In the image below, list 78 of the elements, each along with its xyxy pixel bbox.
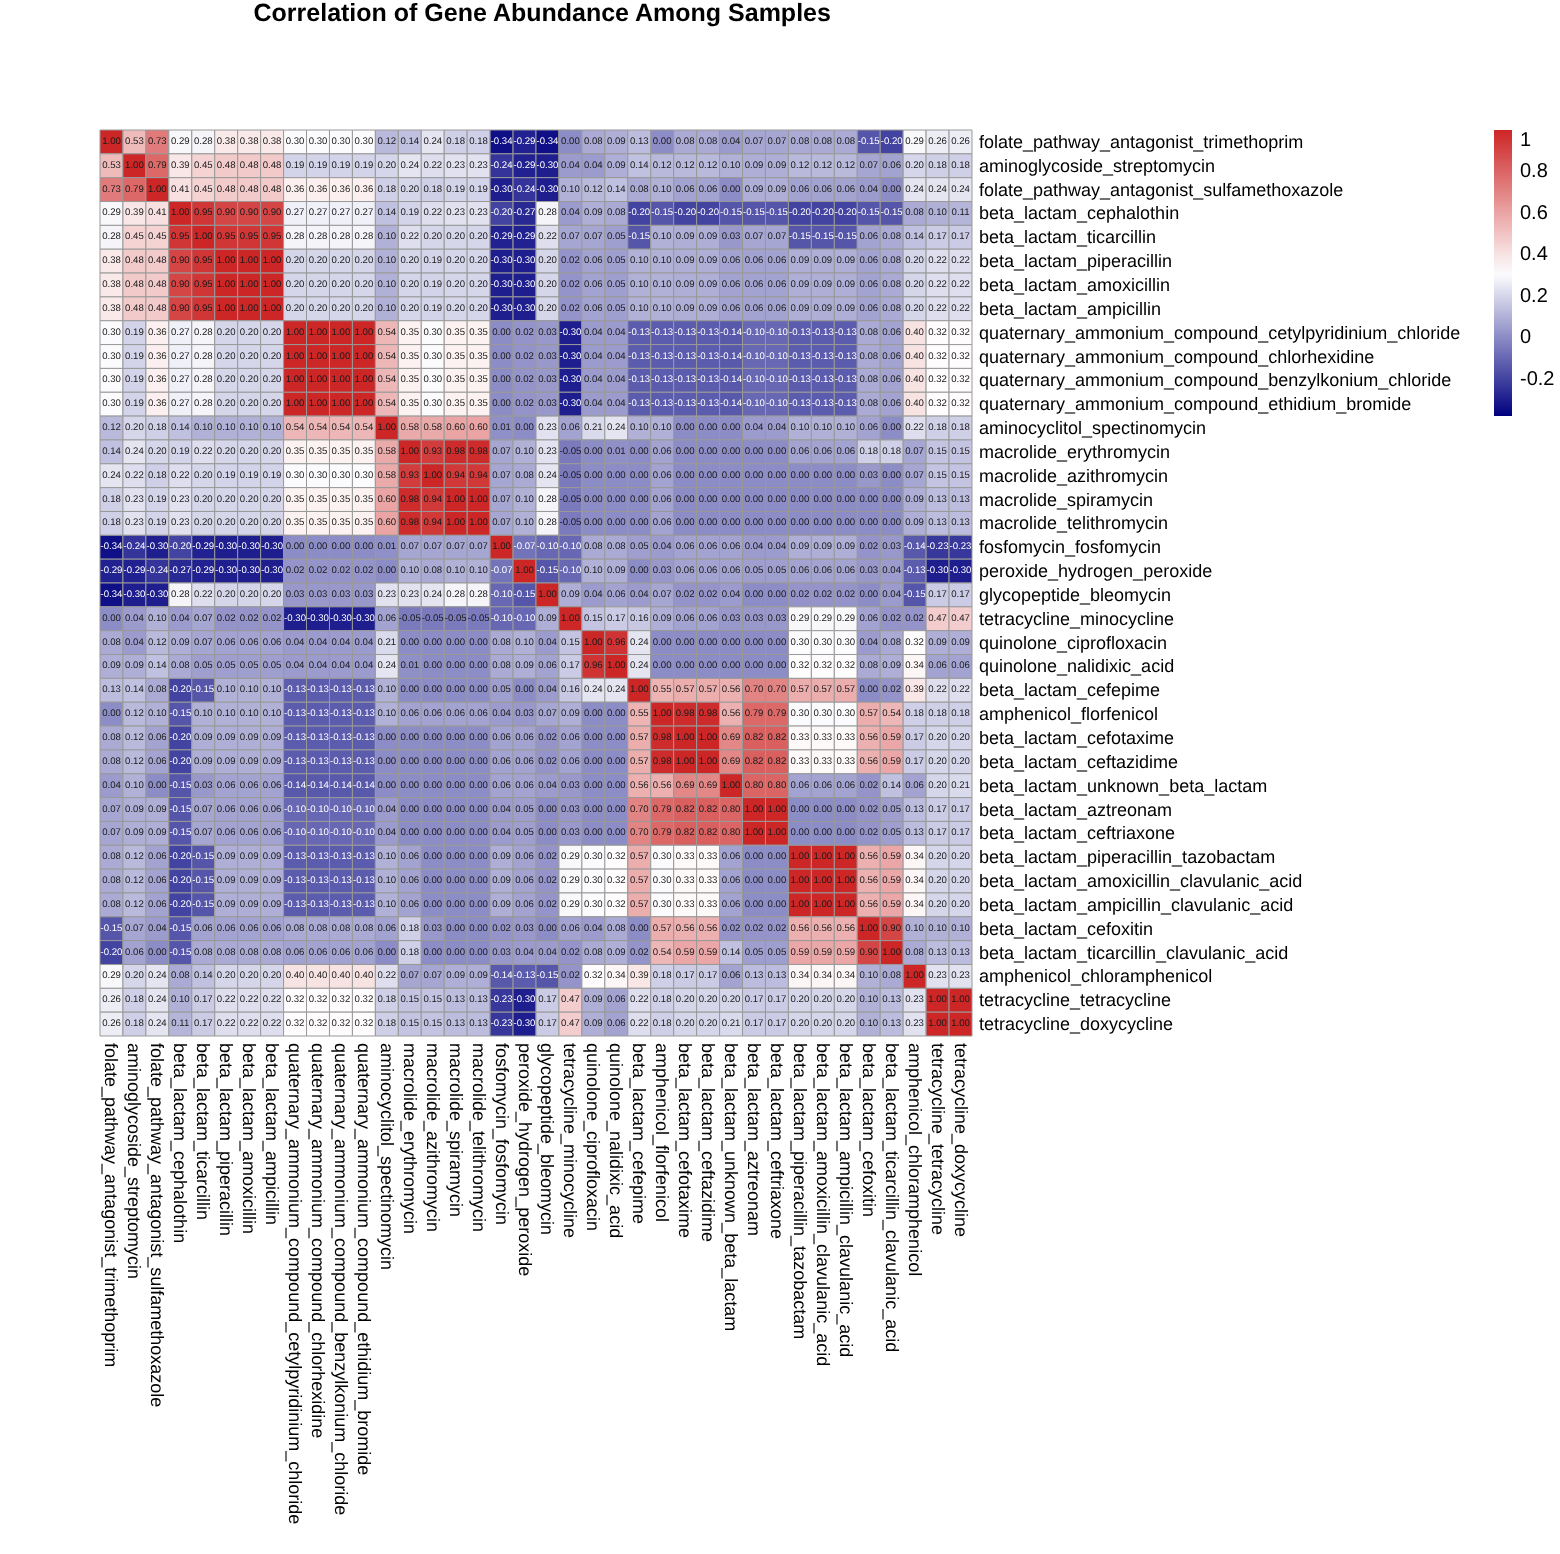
y-tick-label: quinolone_ciprofloxacin — [979, 632, 1168, 653]
x-tick-label: quaternary_ammonium_compound_chlorhexidine — [308, 1043, 328, 1439]
x-tick-label: beta_lactam_ceftazidime — [698, 1043, 719, 1243]
y-tick-label: folate_pathway_antagonist_sulfamethoxazole — [979, 179, 1344, 200]
color-bar-label: 0.6 — [1520, 202, 1549, 225]
x-tick-label: beta_lactam_piperacillin — [216, 1043, 237, 1237]
y-tick-label: beta_lactam_cefoxitin — [979, 918, 1154, 939]
x-tick-label: quinolone_nalidixic_acid — [606, 1043, 627, 1239]
y-tick-label: quaternary_ammonium_compound_cetylpyridinium_chloride — [979, 322, 1461, 343]
y-tick-label: beta_lactam_ampicillin_clavulanic_acid — [979, 894, 1294, 915]
x-tick-label: tetracycline_minocycline — [560, 1043, 581, 1239]
y-tick-label: tetracycline_minocycline — [979, 608, 1175, 629]
y-tick-label: amphenicol_chloramphenicol — [979, 966, 1213, 987]
y-tick-label: beta_lactam_piperacillin — [979, 251, 1173, 272]
x-tick-label: macrolide_erythromycin — [399, 1043, 420, 1235]
y-tick-label: macrolide_spiramycin — [979, 489, 1154, 510]
y-tick-label: beta_lactam_unknown_beta_lactam — [979, 775, 1268, 796]
y-tick-label: macrolide_erythromycin — [979, 441, 1171, 462]
color-bar-label: 0 — [1520, 327, 1532, 350]
color-bar-label: 0.2 — [1520, 285, 1549, 308]
x-tick-label: quaternary_ammonium_compound_ethidium_bromide — [353, 1043, 374, 1476]
chart-title: Correlation of Gene Abundance Among Samples — [253, 0, 831, 27]
y-tick-label: amphenicol_florfenicol — [979, 704, 1159, 725]
x-tick-label: beta_lactam_cefoxitin — [858, 1043, 879, 1218]
y-tick-label: beta_lactam_ampicillin — [979, 298, 1162, 319]
x-tick-label: beta_lactam_amoxicillin — [239, 1043, 260, 1235]
x-tick-label: aminocyclitol_spectinomycin — [376, 1043, 397, 1271]
y-tick-label: beta_lactam_ceftriaxone — [979, 823, 1176, 844]
y-tick-label: tetracycline_tetracycline — [979, 990, 1172, 1011]
y-tick-label: beta_lactam_aztreonam — [979, 799, 1173, 820]
y-tick-label: beta_lactam_piperacillin_tazobactam — [979, 847, 1276, 868]
y-tick-label: quaternary_ammonium_compound_ethidium_bromide — [979, 394, 1412, 415]
color-bar-label: 0.8 — [1520, 161, 1549, 184]
x-tick-label: beta_lactam_cephalothin — [170, 1043, 191, 1244]
y-tick-label: glycopeptide_bleomycin — [979, 584, 1172, 605]
y-tick-label: tetracycline_doxycycline — [979, 1014, 1174, 1035]
color-bar-label: 0.4 — [1520, 244, 1549, 267]
y-tick-label: beta_lactam_ceftazidime — [979, 751, 1179, 772]
x-tick-label: macrolide_azithromycin — [422, 1043, 443, 1233]
x-tick-label: beta_lactam_piperacillin_tazobactam — [789, 1043, 810, 1340]
x-tick-label: beta_lactam_cefotaxime — [675, 1043, 696, 1239]
x-tick-label: glycopeptide_bleomycin — [537, 1043, 558, 1236]
x-tick-label: beta_lactam_aztreonam — [744, 1043, 764, 1237]
y-tick-label: aminocyclitol_spectinomycin — [979, 418, 1207, 439]
y-tick-label: beta_lactam_ticarcillin — [979, 227, 1157, 248]
y-tick-label: peroxide_hydrogen_peroxide — [979, 561, 1213, 582]
x-tick-label: amphenicol_florfenicol — [652, 1043, 673, 1223]
y-tick-label: macrolide_telithromycin — [979, 513, 1169, 534]
y-tick-label: beta_lactam_cefepime — [979, 680, 1161, 701]
y-tick-label: quaternary_ammonium_compound_benzylkonium_chloride — [979, 370, 1452, 391]
y-tick-label: aminoglycoside_streptomycin — [979, 155, 1216, 176]
x-tick-label: beta_lactam_ticarcillin — [193, 1043, 214, 1221]
x-tick-label: quaternary_ammonium_compound_cetylpyridinium_chloride — [285, 1043, 306, 1525]
x-tick-label: beta_lactam_unknown_beta_lactam — [721, 1043, 742, 1332]
y-tick-label: quaternary_ammonium_compound_chlorhexidine — [979, 346, 1375, 367]
x-tick-label: folate_pathway_antagonist_trimethoprim — [101, 1043, 122, 1368]
y-tick-label: beta_lactam_ticarcillin_clavulanic_acid — [979, 942, 1289, 963]
x-tick-label: macrolide_spiramycin — [445, 1043, 466, 1218]
y-tick-label: beta_lactam_amoxicillin_clavulanic_acid — [979, 871, 1303, 892]
y-tick-label: fosfomycin_fosfomycin — [979, 537, 1162, 558]
y-tick-label: beta_lactam_cefotaxime — [979, 727, 1175, 748]
y-tick-label: beta_lactam_amoxicillin — [979, 274, 1171, 295]
y-tick-label: macrolide_azithromycin — [979, 465, 1169, 486]
y-tick-label: beta_lactam_cephalothin — [979, 203, 1180, 224]
x-tick-label: beta_lactam_ampicillin — [262, 1043, 283, 1226]
x-tick-label: beta_lactam_ceftriaxone — [766, 1043, 787, 1240]
y-tick-label: quinolone_nalidixic_acid — [979, 656, 1175, 677]
color-bar-label: 1 — [1520, 130, 1532, 152]
y-tick-label: folate_pathway_antagonist_trimethoprim — [979, 131, 1304, 152]
x-tick-label: aminoglycoside_streptomycin — [124, 1043, 145, 1280]
x-tick-label: fosfomycin_fosfomycin — [491, 1043, 512, 1226]
x-tick-label: macrolide_telithromycin — [468, 1043, 489, 1233]
x-tick-label: beta_lactam_cefepime — [629, 1043, 650, 1225]
x-tick-label: peroxide_hydrogen_peroxide — [514, 1043, 535, 1277]
color-bar-label: -0.2 — [1520, 368, 1556, 391]
x-tick-label: quinolone_ciprofloxacin — [583, 1043, 604, 1232]
x-tick-label: quaternary_ammonium_compound_benzylkonium_chloride — [330, 1043, 351, 1516]
x-tick-label: folate_pathway_antagonist_sulfamethoxazole — [147, 1043, 168, 1408]
